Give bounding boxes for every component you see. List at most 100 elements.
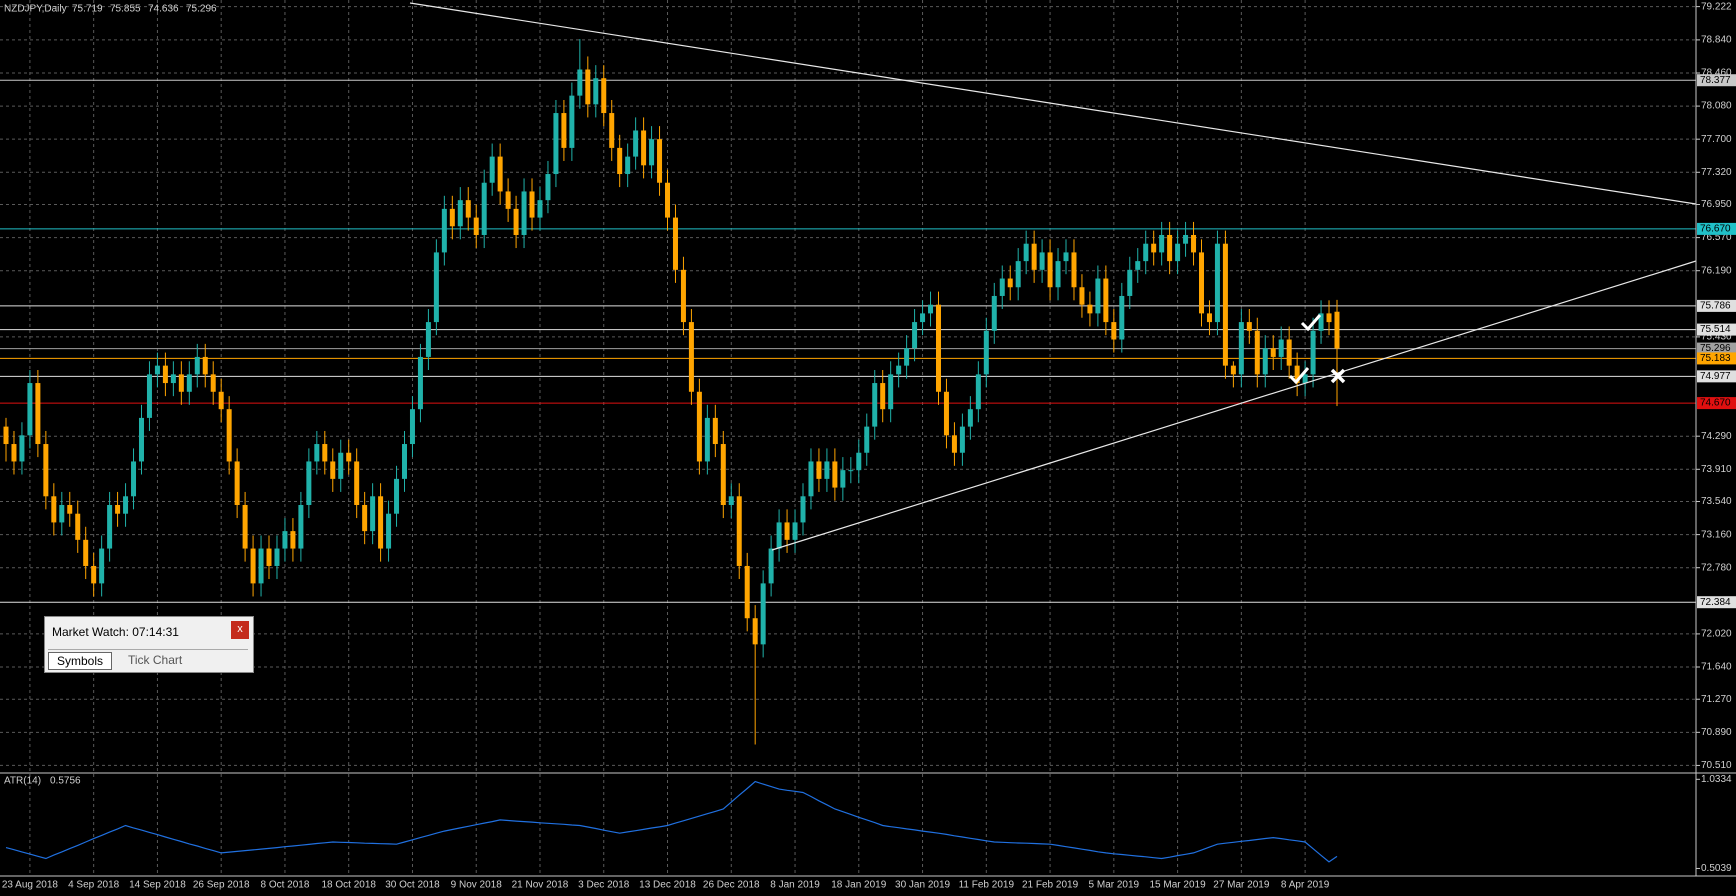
candle-body bbox=[1055, 261, 1061, 288]
candle-body bbox=[1326, 313, 1332, 323]
candle-body bbox=[505, 191, 511, 209]
header-open: 75.719 bbox=[72, 4, 103, 15]
x-tick-label: 26 Dec 2018 bbox=[703, 880, 760, 891]
candle-body bbox=[346, 452, 352, 462]
x-tick-label: 15 Mar 2019 bbox=[1150, 880, 1207, 891]
candle-body bbox=[1270, 348, 1276, 357]
y-tick-label: 76.570 bbox=[1701, 232, 1732, 243]
x-tick-label: 9 Nov 2018 bbox=[451, 880, 503, 891]
candle-body bbox=[601, 78, 607, 114]
candle-body bbox=[672, 217, 678, 270]
y-tick-label: 75.430 bbox=[1701, 332, 1732, 343]
candle-body bbox=[904, 348, 910, 366]
candle-body bbox=[1103, 278, 1109, 323]
tab[interactable]: Symbols bbox=[48, 652, 113, 670]
tab[interactable]: Tick Chart bbox=[128, 653, 183, 667]
candle-body bbox=[194, 356, 200, 375]
y-tick-label: 73.910 bbox=[1701, 464, 1732, 475]
candle-body bbox=[577, 69, 583, 96]
market-watch-window[interactable]: Market Watch: 07:14:31 x Symbols Tick Ch… bbox=[44, 616, 254, 673]
candle-body bbox=[449, 208, 455, 227]
candle-body bbox=[115, 504, 121, 514]
candle-body bbox=[43, 444, 49, 497]
x-tick-label: 13 Dec 2018 bbox=[639, 880, 696, 891]
candle-body bbox=[728, 496, 734, 505]
price-label-box bbox=[1697, 596, 1736, 609]
candle-body bbox=[951, 435, 957, 453]
candle-body bbox=[832, 461, 838, 488]
y-tick-label: 72.020 bbox=[1701, 629, 1732, 640]
candle-body bbox=[688, 322, 694, 392]
price-label-box bbox=[1697, 370, 1736, 383]
candle-body bbox=[816, 461, 822, 479]
candle-body bbox=[1246, 322, 1252, 331]
candle-body bbox=[91, 565, 97, 584]
candle-body bbox=[1151, 243, 1157, 253]
x-tick-label: 30 Jan 2019 bbox=[895, 880, 950, 891]
x-tick-label: 23 Aug 2018 bbox=[2, 880, 59, 891]
candle-body bbox=[920, 313, 926, 323]
indicator-value: 0.5756 bbox=[50, 776, 81, 787]
candle-body bbox=[1278, 339, 1284, 357]
candle-body bbox=[943, 391, 949, 436]
candle-body bbox=[935, 304, 941, 392]
candle-body bbox=[521, 191, 527, 235]
candle-body bbox=[1095, 278, 1101, 314]
candle-body bbox=[250, 548, 256, 584]
candle-body bbox=[1199, 252, 1204, 314]
price-label: 76.670 bbox=[1700, 224, 1731, 235]
candle-body bbox=[59, 504, 65, 523]
candle-body bbox=[306, 461, 312, 505]
candle-body bbox=[19, 435, 25, 462]
y-tick-label: 78.460 bbox=[1701, 68, 1732, 79]
candle-body bbox=[1183, 234, 1189, 244]
check-mark bbox=[1288, 367, 1310, 385]
candle-body bbox=[824, 461, 830, 479]
candle-body bbox=[123, 496, 129, 514]
tab-bar: Symbols Tick Chart bbox=[48, 649, 248, 670]
x-tick-label: 3 Dec 2018 bbox=[578, 880, 630, 891]
candle-body bbox=[776, 522, 782, 549]
candle-body bbox=[991, 295, 997, 331]
indicator-line bbox=[5, 780, 1338, 863]
candle-body bbox=[768, 548, 774, 584]
price-label: 75.183 bbox=[1700, 353, 1731, 364]
candle-body bbox=[959, 426, 965, 453]
header-close: 75.296 bbox=[186, 4, 217, 15]
y-tick-label: 71.640 bbox=[1701, 662, 1732, 673]
candle-body bbox=[402, 444, 407, 479]
candle-body bbox=[75, 513, 81, 540]
candle-body bbox=[712, 417, 718, 445]
y-tick-label: 70.890 bbox=[1701, 727, 1732, 738]
candle-body bbox=[226, 409, 232, 462]
candle-body bbox=[529, 191, 535, 218]
candle-body bbox=[489, 156, 495, 183]
candle-body bbox=[1230, 365, 1236, 375]
candle-body bbox=[394, 478, 400, 514]
candle-body bbox=[386, 513, 392, 549]
candle-body bbox=[1175, 243, 1181, 262]
candle-body bbox=[1119, 295, 1125, 340]
x-tick-label: 30 Oct 2018 bbox=[385, 880, 440, 891]
candle-body bbox=[378, 496, 384, 549]
candle-body bbox=[625, 156, 631, 175]
candle-body bbox=[1015, 261, 1021, 288]
x-tick-label: 14 Sep 2018 bbox=[129, 880, 186, 891]
candle-body bbox=[808, 461, 814, 497]
candle-body bbox=[1127, 269, 1133, 296]
candle-body bbox=[888, 374, 894, 410]
close-button[interactable]: x bbox=[231, 621, 249, 639]
candle-body bbox=[202, 356, 208, 375]
price-label-box bbox=[1697, 222, 1736, 235]
x-tick-label: 8 Apr 2019 bbox=[1281, 880, 1330, 891]
candle-body bbox=[258, 548, 264, 584]
candle-body bbox=[912, 322, 918, 349]
candle-body bbox=[138, 417, 144, 462]
chart-title: NZDJPY,Daily bbox=[4, 4, 67, 15]
candle-body bbox=[186, 374, 192, 392]
candle-body bbox=[242, 504, 248, 549]
candle-body bbox=[497, 156, 503, 192]
candle-body bbox=[696, 391, 702, 462]
x-tick-label: 18 Jan 2019 bbox=[831, 880, 886, 891]
x-tick-label: 26 Sep 2018 bbox=[193, 880, 250, 891]
